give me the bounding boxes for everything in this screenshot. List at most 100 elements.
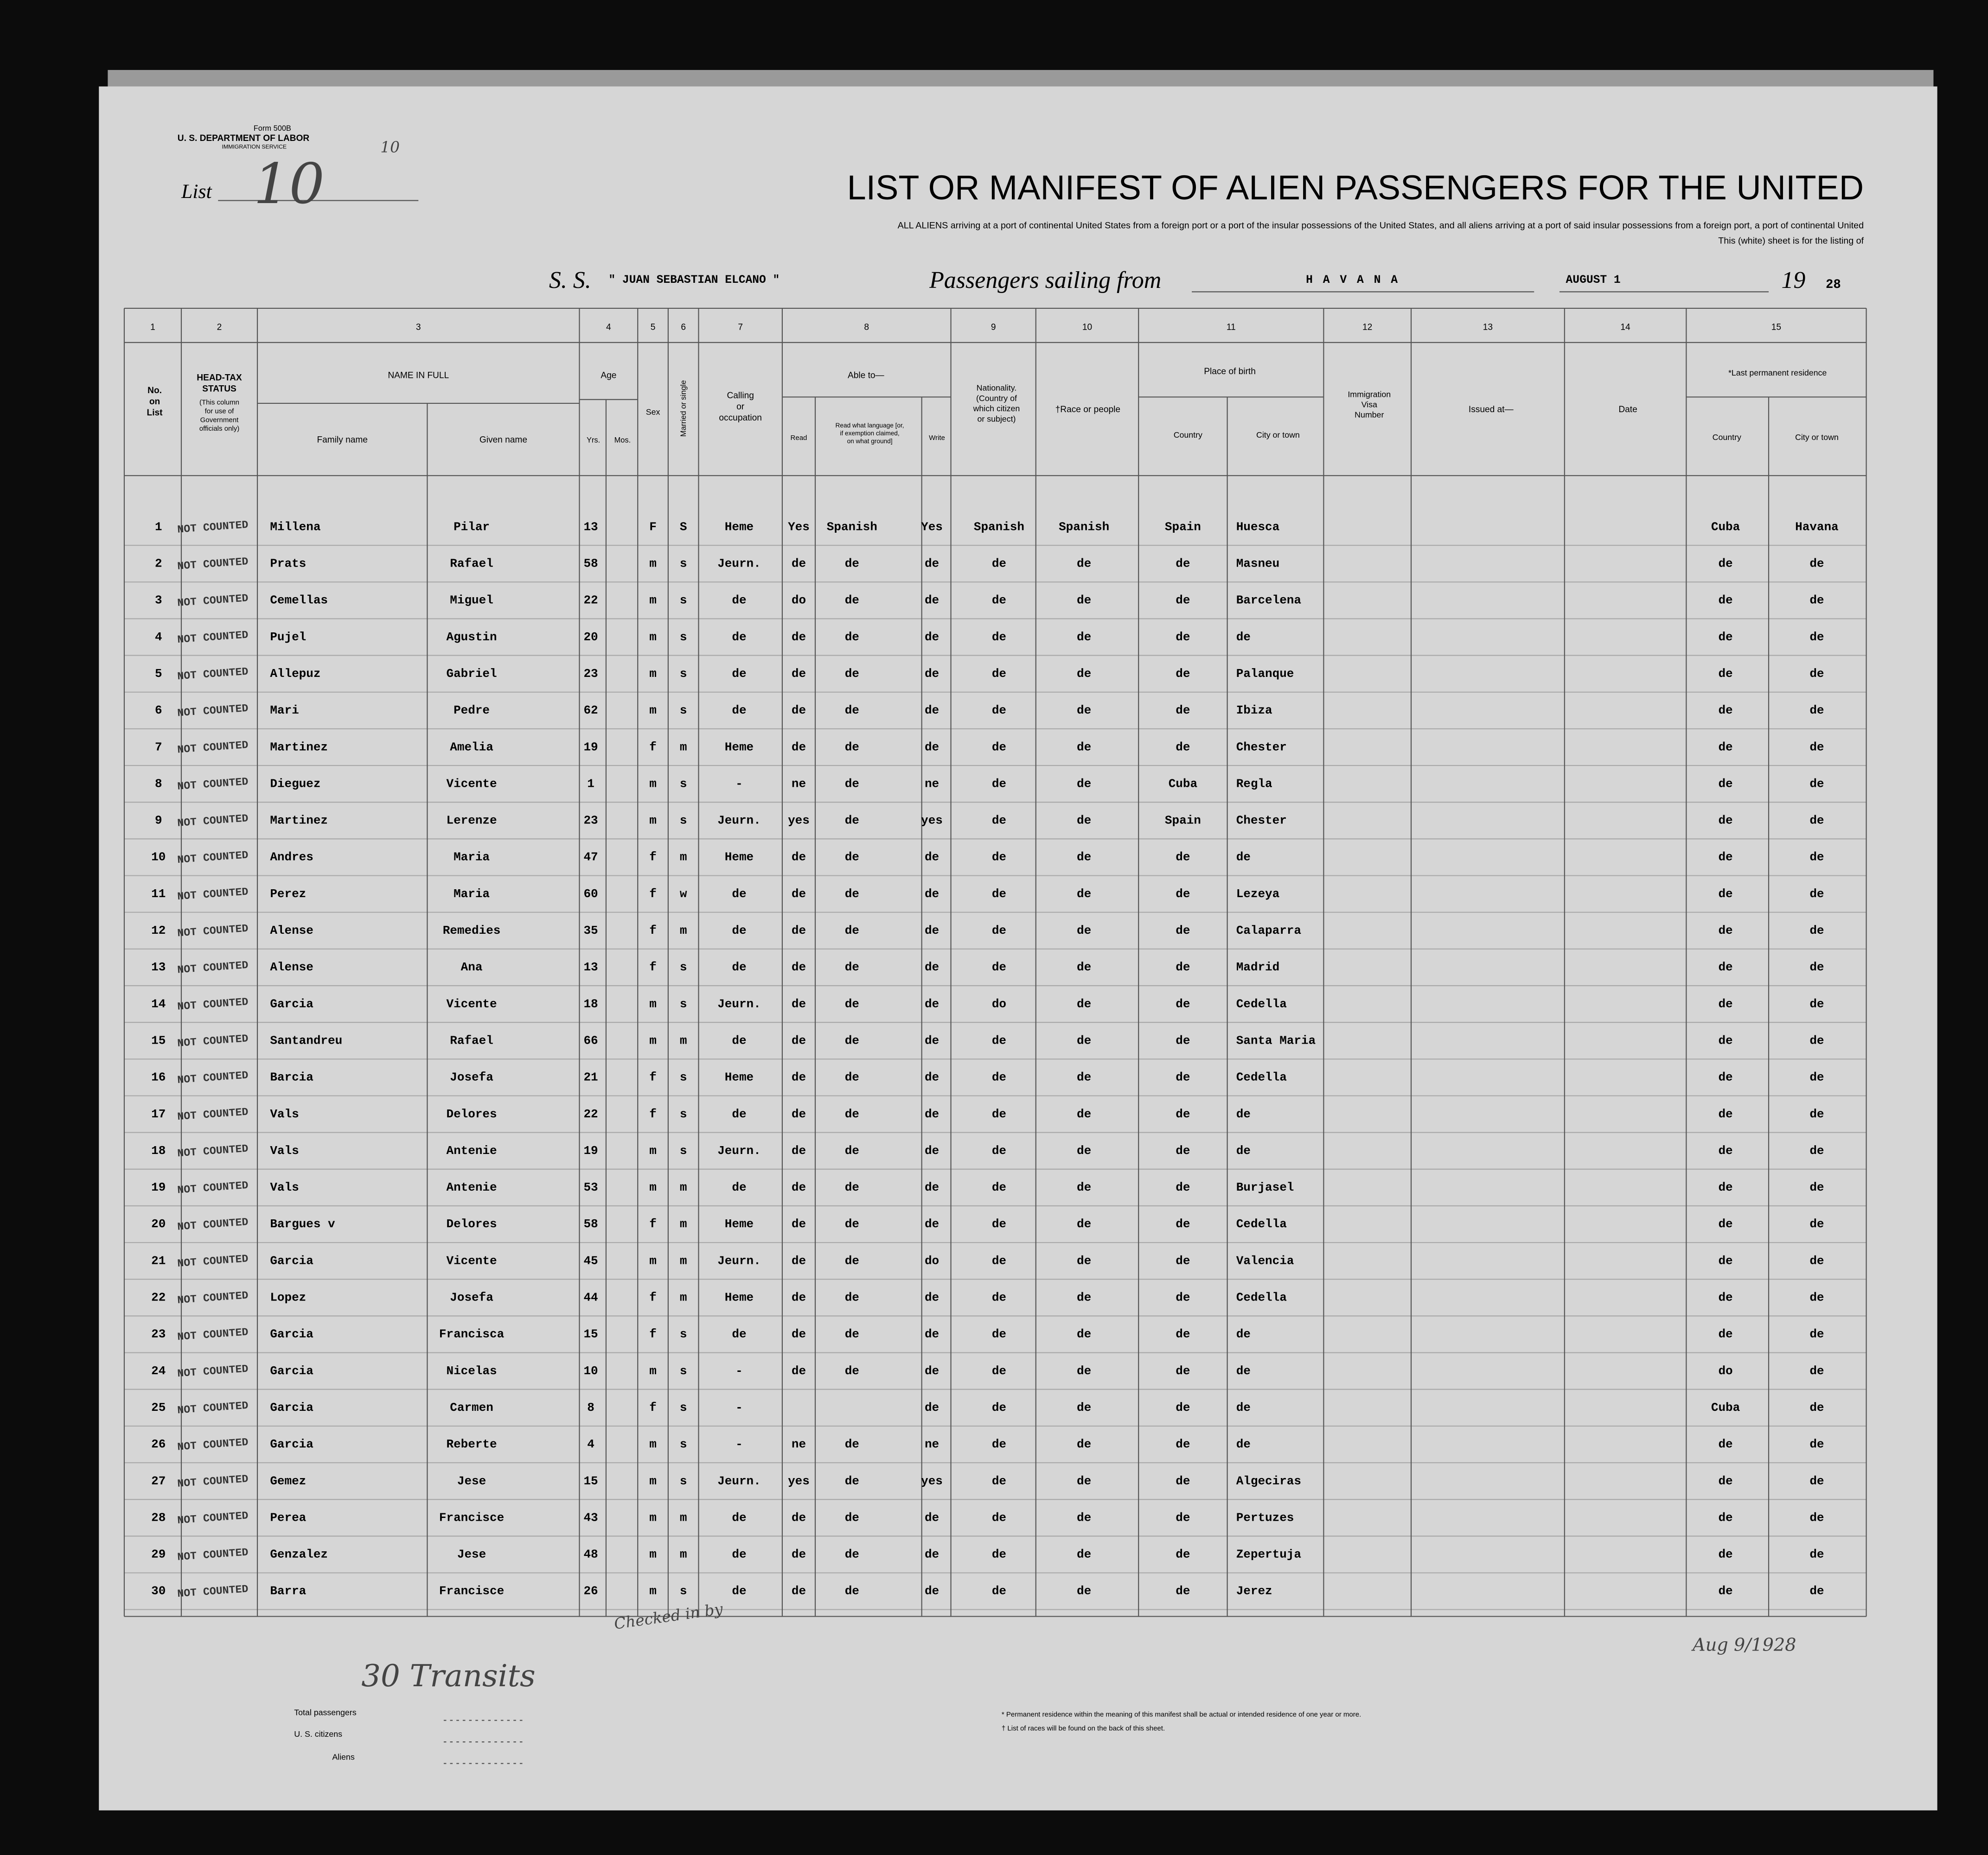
residence-country: de [1718,1511,1732,1524]
write: de [925,1291,939,1305]
marital-status: s [680,960,687,974]
column-heading: or subject) [977,414,1016,423]
residence-country: de [1718,1071,1732,1084]
column-number: 8 [864,322,869,332]
sex: m [649,1437,657,1451]
row-number: 9 [155,814,162,828]
column-heading: Visa [1362,400,1377,409]
birth-city: Cedella [1236,1291,1287,1305]
column-heading: or [736,402,745,412]
column-heading: Mos. [614,436,631,445]
residence-country: de [1718,960,1732,974]
sex: F [649,520,657,534]
occupation: de [732,1033,746,1047]
occupation: de [732,1584,746,1598]
residence-country: Cuba [1711,1401,1740,1415]
sex: m [649,557,657,571]
row-number: 17 [151,1107,166,1121]
residence-city: de [1809,1071,1824,1084]
row-number: 26 [151,1437,166,1451]
footnote: * Permanent residence within the meaning… [1002,1710,1361,1718]
row-number: 30 [151,1584,166,1598]
race: de [1077,1291,1091,1305]
header: Form 500B U. S. DEPARTMENT OF LABOR IMMI… [178,124,1864,293]
race: de [1077,740,1091,754]
marital-status: m [680,1033,687,1047]
residence-city: de [1809,924,1824,937]
race: de [1077,667,1091,681]
row-number: 12 [151,924,166,937]
given-name: Maria [454,850,490,864]
birth-country: de [1176,1254,1190,1268]
residence-country: de [1718,1180,1732,1194]
row-number: 11 [151,887,166,901]
row-number: 16 [151,1071,166,1084]
birth-city: Huesca [1236,520,1280,534]
row-number: 25 [151,1401,166,1415]
marital-status: s [680,777,687,790]
occupation: Heme [725,1291,754,1305]
language: de [845,703,859,717]
row-number: 15 [151,1033,166,1047]
occupation: Jeurn. [717,1144,761,1158]
column-heading: STATUS [202,384,237,394]
read: de [792,557,806,571]
citizens-label: U. S. citizens [294,1729,342,1739]
occupation: Heme [725,850,754,864]
language: de [845,1474,859,1488]
sex: m [649,667,657,681]
birth-country: de [1176,1437,1190,1451]
column-heading: Write [929,434,945,442]
nationality: de [992,593,1006,607]
residence-city: de [1809,557,1824,571]
residence-country: Cuba [1711,520,1740,534]
column-heading: Place of birth [1204,367,1256,376]
column-heading: Read what language [or, [836,422,904,429]
birth-country: de [1176,887,1190,901]
column-heading: No. [147,386,162,395]
column-number: 6 [681,322,686,332]
residence-city: de [1809,703,1824,717]
read: de [792,630,806,644]
nationality: de [992,1437,1006,1451]
nationality: de [992,1548,1006,1562]
language: de [845,997,859,1011]
race: de [1077,1548,1091,1562]
row-number: 29 [151,1548,166,1562]
occupation: Jeurn. [717,997,761,1011]
read: ne [792,777,806,790]
given-name: Gabriel [447,667,497,681]
list-number: 10 [254,152,325,217]
age: 10 [583,1364,598,1378]
family-name: Perea [270,1511,306,1524]
nationality: Spanish [974,520,1024,534]
language: de [845,1180,859,1194]
marital-status: s [680,1107,687,1121]
write: de [925,1401,939,1415]
race: de [1077,1511,1091,1524]
residence-country: de [1718,1144,1732,1158]
row-number: 3 [155,593,162,607]
age: 4 [587,1437,594,1451]
given-name: Delores [447,1107,497,1121]
ship-label: S. S. [549,267,591,293]
nationality: de [992,1217,1006,1231]
residence-country: de [1718,1033,1732,1047]
write: de [925,703,939,717]
nationality: de [992,1327,1006,1341]
family-name: Allepuz [270,667,320,681]
row-number: 19 [151,1180,166,1194]
occupation: - [735,1437,743,1451]
race: Spanish [1059,520,1109,534]
read: de [792,850,806,864]
nationality: de [992,924,1006,937]
birth-country: de [1176,850,1190,864]
birth-city: Santa Maria [1236,1033,1316,1047]
column-number: 9 [991,322,996,332]
residence-country: de [1718,630,1732,644]
birth-city: Valencia [1236,1254,1294,1268]
port: HAVANA [1306,274,1408,287]
nationality: de [992,1071,1006,1084]
year-label: 19 [1781,267,1805,293]
